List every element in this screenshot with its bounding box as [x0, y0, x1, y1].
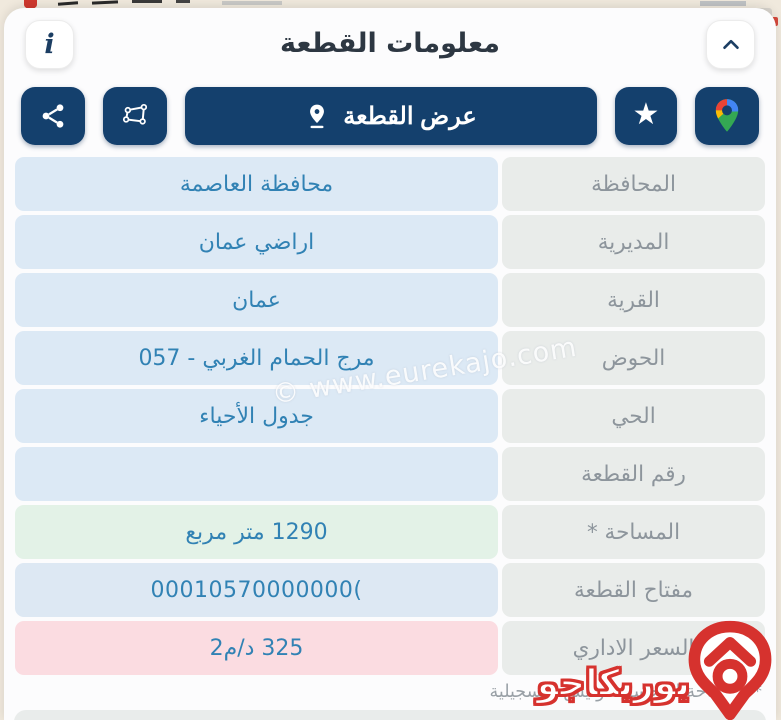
- row-label: المساحة *: [502, 505, 765, 559]
- share-icon: [42, 104, 64, 128]
- view-parcel-label: عرض القطعة: [343, 102, 477, 130]
- page-title: معلومات القطعة: [279, 28, 501, 59]
- map-dash-mark: [176, 0, 190, 3]
- map-dash-mark: [91, 0, 119, 5]
- row-label: القرية: [502, 273, 765, 327]
- row-label: مفتاح القطعة: [502, 563, 765, 617]
- row-value: 1290 متر مربع: [15, 505, 498, 559]
- collapse-panel-button[interactable]: [706, 20, 755, 69]
- brand-logo-text: يوريكاجو: [536, 662, 691, 705]
- row-value: محافظة العاصمة: [15, 157, 498, 211]
- table-row: مرج الحمام الغربي - 057 الحوض: [15, 331, 765, 385]
- draw-polygon-button[interactable]: [103, 87, 167, 145]
- toolbar: عرض القطعة ★: [21, 87, 759, 145]
- favorite-button[interactable]: ★: [615, 87, 677, 145]
- table-row: جدول الأحياء الحي: [15, 389, 765, 443]
- row-value: مرج الحمام الغربي - 057: [15, 331, 498, 385]
- table-row: اراضي عمان المديرية: [15, 215, 765, 269]
- google-maps-icon: [715, 99, 739, 132]
- row-value: اراضي عمان: [15, 215, 498, 269]
- row-value: 325 د/م2: [15, 621, 498, 675]
- map-road-mark: [700, 1, 746, 6]
- table-row: 1290 متر مربع المساحة *: [15, 505, 765, 559]
- map-road-mark: [222, 1, 282, 5]
- row-label: المحافظة: [502, 157, 765, 211]
- row-value: جدول الأحياء: [15, 389, 498, 443]
- star-icon: ★: [632, 98, 660, 131]
- polygon-select-icon: [122, 103, 148, 125]
- row-value: 00010570000000(: [15, 563, 498, 617]
- brand-pin-icon: [688, 620, 772, 720]
- view-parcel-button[interactable]: عرض القطعة: [185, 87, 597, 145]
- map-dash-mark: [132, 0, 162, 3]
- chevron-up-icon: [722, 39, 739, 49]
- info-icon: i: [44, 29, 55, 60]
- map-road-mark: [24, 0, 37, 9]
- open-google-maps-button[interactable]: [695, 87, 759, 145]
- table-row: رقم القطعة: [15, 447, 765, 501]
- map-dash-mark: [57, 1, 79, 6]
- row-label: المديرية: [502, 215, 765, 269]
- pin-drop-icon: [310, 104, 325, 129]
- row-value: عمان: [15, 273, 498, 327]
- row-label: رقم القطعة: [502, 447, 765, 501]
- table-row: عمان القرية: [15, 273, 765, 327]
- area-footnote: * المساحة المحسوبة وليس التسجيلية: [489, 682, 762, 702]
- table-row: محافظة العاصمة المحافظة: [15, 157, 765, 211]
- next-section-peek[interactable]: [14, 710, 766, 720]
- row-label: الحوض: [502, 331, 765, 385]
- parcel-info-panel: i معلومات القطعة: [4, 8, 776, 720]
- table-row: 00010570000000(مفتاح القطعة: [15, 563, 765, 617]
- share-button[interactable]: [21, 87, 85, 145]
- row-label: الحي: [502, 389, 765, 443]
- info-button[interactable]: i: [25, 20, 74, 69]
- row-value: [15, 447, 498, 501]
- parcel-table: محافظة العاصمة المحافظة اراضي عمان المديرية…: [15, 157, 765, 679]
